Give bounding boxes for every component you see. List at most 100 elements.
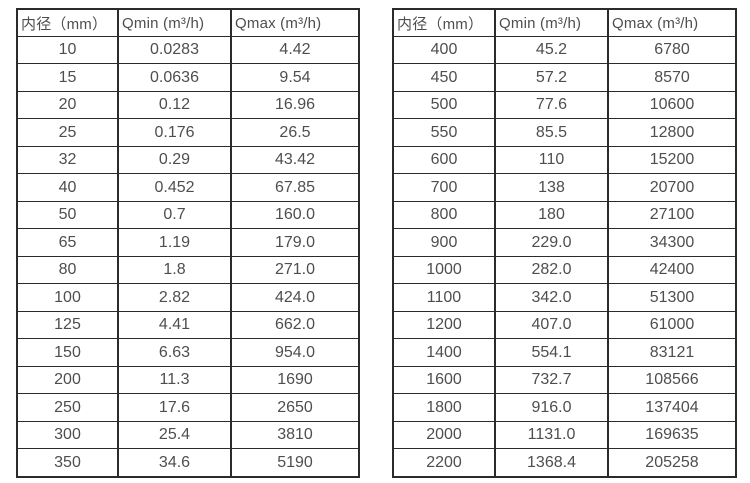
qmin-cell: 554.1	[494, 338, 609, 367]
flow-spec-table-small-diameters: 内径（mm） Qmin (m³/h) Qmax (m³/h) 10 0.0283 4…	[16, 8, 360, 478]
table-row: 40 0.452 67.85	[16, 173, 360, 202]
col-header-qmin: Qmin (m³/h)	[494, 8, 609, 37]
qmax-cell: 26.5	[230, 118, 360, 147]
col-header-inner-diameter: 内径（mm）	[392, 8, 496, 37]
qmin-cell: 6.63	[117, 338, 232, 367]
col-header-qmax: Qmax (m³/h)	[230, 8, 360, 37]
qmax-cell: 169635	[607, 420, 737, 450]
qmin-cell: 110	[494, 145, 609, 175]
inner-diameter-cell: 400	[392, 35, 496, 65]
qmax-cell: 5190	[230, 448, 360, 478]
qmax-cell: 179.0	[230, 228, 360, 257]
inner-diameter-cell: 125	[16, 310, 119, 340]
qmin-cell: 77.6	[494, 90, 609, 120]
qmax-cell: 67.85	[230, 173, 360, 202]
qmax-cell: 61000	[607, 310, 737, 340]
qmin-cell: 0.29	[117, 145, 232, 175]
qmax-cell: 6780	[607, 35, 737, 65]
inner-diameter-cell: 2000	[392, 420, 496, 450]
table-row: 1800 916.0 137404	[392, 393, 737, 422]
col-header-inner-diameter: 内径（mm）	[16, 8, 119, 37]
table-row: 65 1.19 179.0	[16, 228, 360, 257]
qmax-cell: 27100	[607, 200, 737, 230]
qmin-cell: 17.6	[117, 393, 232, 422]
inner-diameter-cell: 200	[16, 365, 119, 395]
qmin-cell: 916.0	[494, 393, 609, 422]
inner-diameter-cell: 1100	[392, 283, 496, 312]
inner-diameter-cell: 1400	[392, 338, 496, 367]
qmax-cell: 108566	[607, 365, 737, 395]
table-row: 10 0.0283 4.42	[16, 35, 360, 65]
qmin-cell: 34.6	[117, 448, 232, 478]
qmin-cell: 1.19	[117, 228, 232, 257]
header-row: 内径（mm） Qmin (m³/h) Qmax (m³/h)	[392, 8, 737, 37]
table-row: 1400 554.1 83121	[392, 338, 737, 367]
qmin-cell: 180	[494, 200, 609, 230]
table-row: 800 180 27100	[392, 200, 737, 230]
qmax-cell: 10600	[607, 90, 737, 120]
qmax-cell: 137404	[607, 393, 737, 422]
qmin-cell: 45.2	[494, 35, 609, 65]
qmin-cell: 138	[494, 173, 609, 202]
table-row: 250 17.6 2650	[16, 393, 360, 422]
inner-diameter-cell: 25	[16, 118, 119, 147]
table-row: 125 4.41 662.0	[16, 310, 360, 340]
inner-diameter-cell: 32	[16, 145, 119, 175]
qmin-cell: 57.2	[494, 63, 609, 92]
qmin-cell: 4.41	[117, 310, 232, 340]
qmax-cell: 43.42	[230, 145, 360, 175]
qmin-cell: 407.0	[494, 310, 609, 340]
inner-diameter-cell: 900	[392, 228, 496, 257]
qmin-cell: 229.0	[494, 228, 609, 257]
inner-diameter-cell: 350	[16, 448, 119, 478]
table-row: 400 45.2 6780	[392, 35, 737, 65]
flow-spec-table-large-diameters: 内径（mm） Qmin (m³/h) Qmax (m³/h) 400 45.2 67…	[392, 8, 737, 478]
qmin-cell: 0.452	[117, 173, 232, 202]
qmin-cell: 2.82	[117, 283, 232, 312]
inner-diameter-cell: 10	[16, 35, 119, 65]
inner-diameter-cell: 550	[392, 118, 496, 147]
qmin-cell: 0.0283	[117, 35, 232, 65]
table-row: 80 1.8 271.0	[16, 255, 360, 285]
qmax-cell: 15200	[607, 145, 737, 175]
table-row: 100 2.82 424.0	[16, 283, 360, 312]
table-row: 700 138 20700	[392, 173, 737, 202]
inner-diameter-cell: 700	[392, 173, 496, 202]
table-row: 1600 732.7 108566	[392, 365, 737, 395]
col-header-qmax: Qmax (m³/h)	[607, 8, 737, 37]
qmax-cell: 42400	[607, 255, 737, 285]
qmin-cell: 1368.4	[494, 448, 609, 478]
inner-diameter-cell: 40	[16, 173, 119, 202]
inner-diameter-cell: 15	[16, 63, 119, 92]
qmax-cell: 3810	[230, 420, 360, 450]
qmin-cell: 11.3	[117, 365, 232, 395]
qmin-cell: 282.0	[494, 255, 609, 285]
inner-diameter-cell: 1600	[392, 365, 496, 395]
table-row: 2000 1131.0 169635	[392, 420, 737, 450]
inner-diameter-cell: 1800	[392, 393, 496, 422]
qmax-cell: 12800	[607, 118, 737, 147]
qmax-cell: 4.42	[230, 35, 360, 65]
inner-diameter-cell: 1200	[392, 310, 496, 340]
inner-diameter-cell: 50	[16, 200, 119, 230]
qmax-cell: 16.96	[230, 90, 360, 120]
qmin-cell: 1131.0	[494, 420, 609, 450]
col-header-qmin: Qmin (m³/h)	[117, 8, 232, 37]
table-row: 1200 407.0 61000	[392, 310, 737, 340]
header-row: 内径（mm） Qmin (m³/h) Qmax (m³/h)	[16, 8, 360, 37]
table-row: 500 77.6 10600	[392, 90, 737, 120]
inner-diameter-cell: 300	[16, 420, 119, 450]
qmin-cell: 0.0636	[117, 63, 232, 92]
qmin-cell: 0.176	[117, 118, 232, 147]
inner-diameter-cell: 80	[16, 255, 119, 285]
table-row: 20 0.12 16.96	[16, 90, 360, 120]
qmin-cell: 732.7	[494, 365, 609, 395]
table-row: 300 25.4 3810	[16, 420, 360, 450]
qmax-cell: 424.0	[230, 283, 360, 312]
qmax-cell: 83121	[607, 338, 737, 367]
table-row: 25 0.176 26.5	[16, 118, 360, 147]
inner-diameter-cell: 2200	[392, 448, 496, 478]
qmax-cell: 9.54	[230, 63, 360, 92]
inner-diameter-cell: 20	[16, 90, 119, 120]
